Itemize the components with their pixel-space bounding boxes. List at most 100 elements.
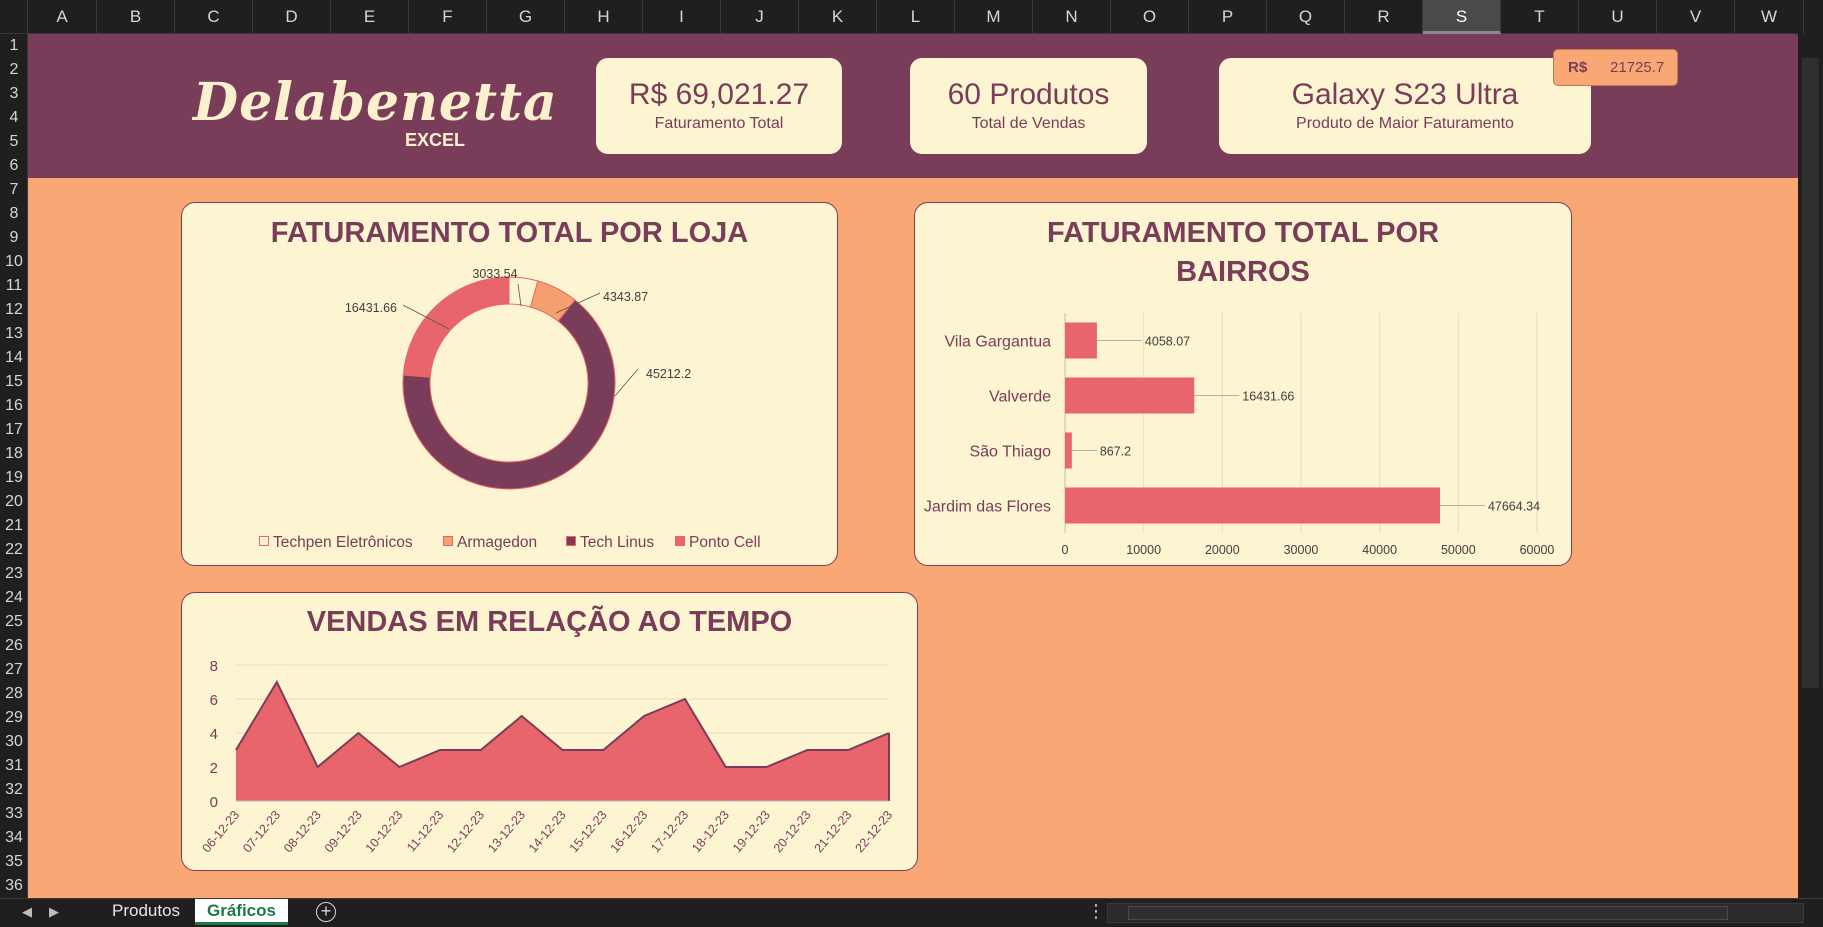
leader-line-0 <box>517 283 522 307</box>
column-header-d[interactable]: D <box>253 0 331 34</box>
row-header-4[interactable]: 4 <box>9 109 19 126</box>
row-header-8[interactable]: 8 <box>9 205 19 222</box>
select-all-corner[interactable] <box>0 0 28 34</box>
area-series[interactable] <box>236 682 889 801</box>
bar-1[interactable] <box>1065 377 1195 414</box>
chart-faturamento-bairros[interactable]: FATURAMENTO TOTAL POR BAIRROS 0 10000 2000… <box>914 202 1572 566</box>
row-header-10[interactable]: 10 <box>5 253 23 270</box>
row-header-17[interactable]: 17 <box>5 421 23 438</box>
kpi-value: 60 Produtos <box>947 78 1110 111</box>
kpi-total-vendas[interactable]: 60 Produtos Total de Vendas <box>910 58 1147 154</box>
horizontal-scroll-thumb[interactable] <box>1128 906 1728 920</box>
column-header-e[interactable]: E <box>331 0 409 34</box>
dashboard-sheet[interactable]: Delabenetta EXCEL R$ 69,021.27 Faturamen… <box>28 34 1798 898</box>
row-header-33[interactable]: 33 <box>5 805 23 822</box>
y-tick-label-2: 4 <box>210 726 218 743</box>
column-header-c[interactable]: C <box>175 0 253 34</box>
row-header-23[interactable]: 23 <box>5 565 23 582</box>
x-tick-label-13: 19-12-23 <box>730 808 773 855</box>
donut-slice-2[interactable] <box>402 299 616 490</box>
legend-swatch <box>259 536 269 546</box>
tab-produtos[interactable]: Produtos <box>112 901 181 920</box>
data-label-2: 45212.2 <box>646 367 691 381</box>
row-header-18[interactable]: 18 <box>5 445 23 462</box>
legend-swatch <box>566 536 576 546</box>
row-header-3[interactable]: 3 <box>9 85 19 102</box>
row-header-7[interactable]: 7 <box>9 181 19 198</box>
horizontal-scrollbar[interactable] <box>1107 903 1804 923</box>
x-tick-label-0: 06-12-23 <box>199 808 242 855</box>
column-header-w[interactable]: W <box>1735 0 1804 34</box>
row-header-30[interactable]: 30 <box>5 733 23 750</box>
bar-2[interactable] <box>1065 432 1072 469</box>
column-header-s[interactable]: S <box>1423 0 1501 34</box>
column-header-u[interactable]: U <box>1579 0 1657 34</box>
row-header-24[interactable]: 24 <box>5 589 23 606</box>
row-header-32[interactable]: 32 <box>5 781 23 798</box>
row-header-12[interactable]: 12 <box>5 301 23 318</box>
legend-label: Ponto Cell <box>689 534 761 551</box>
column-header-h[interactable]: H <box>565 0 643 34</box>
vertical-scroll-thumb[interactable] <box>1802 58 1819 688</box>
column-header-n[interactable]: N <box>1033 0 1111 34</box>
row-header-29[interactable]: 29 <box>5 709 23 726</box>
top-value-box[interactable]: R$ 21725.7 <box>1553 49 1678 86</box>
row-header-9[interactable]: 9 <box>9 229 19 246</box>
row-header-22[interactable]: 22 <box>5 541 23 558</box>
donut-chart: 3033.54 4343.87 45212.2 16431.66 <box>345 267 691 490</box>
column-header-k[interactable]: K <box>799 0 877 34</box>
row-header-28[interactable]: 28 <box>5 685 23 702</box>
row-header-27[interactable]: 27 <box>5 661 23 678</box>
row-header-31[interactable]: 31 <box>5 757 23 774</box>
x-tick-label-5: 11-12-23 <box>404 808 446 855</box>
tab-next-icon[interactable]: ▶ <box>49 904 59 919</box>
row-header-20[interactable]: 20 <box>5 493 23 510</box>
column-header-m[interactable]: M <box>955 0 1033 34</box>
bar-0[interactable] <box>1065 322 1097 359</box>
row-header-13[interactable]: 13 <box>5 325 23 342</box>
column-header-q[interactable]: Q <box>1267 0 1345 34</box>
row-header-1[interactable]: 1 <box>9 37 19 54</box>
column-header-o[interactable]: O <box>1111 0 1189 34</box>
column-header-g[interactable]: G <box>487 0 565 34</box>
column-header-p[interactable]: P <box>1189 0 1267 34</box>
row-header-6[interactable]: 6 <box>9 157 19 174</box>
kpi-faturamento-total[interactable]: R$ 69,021.27 Faturamento Total <box>596 58 842 154</box>
column-header-t[interactable]: T <box>1501 0 1579 34</box>
row-header-35[interactable]: 35 <box>5 853 23 870</box>
column-header-j[interactable]: J <box>721 0 799 34</box>
column-header-i[interactable]: I <box>643 0 721 34</box>
row-header-34[interactable]: 34 <box>5 829 23 846</box>
bar-3[interactable] <box>1065 487 1440 524</box>
row-header-36[interactable]: 36 <box>5 877 23 894</box>
tab-prev-icon[interactable]: ◀ <box>22 904 32 919</box>
header-banner: Delabenetta EXCEL R$ 69,021.27 Faturamen… <box>28 34 1798 178</box>
row-header-14[interactable]: 14 <box>5 349 23 366</box>
row-header-26[interactable]: 26 <box>5 637 23 654</box>
bar-data-label-1: 16431.66 <box>1242 390 1294 404</box>
column-header-v[interactable]: V <box>1657 0 1735 34</box>
row-header-16[interactable]: 16 <box>5 397 23 414</box>
x-tick-label-9: 15-12-23 <box>567 808 610 855</box>
row-header-5[interactable]: 5 <box>9 133 19 150</box>
kpi-produto-maior-faturamento[interactable]: Galaxy S23 Ultra Produto de Maior Fatura… <box>1219 58 1591 154</box>
more-options-icon[interactable]: ⋮ <box>1087 901 1105 921</box>
row-header-2[interactable]: 2 <box>9 61 19 78</box>
row-header-11[interactable]: 11 <box>5 277 23 294</box>
column-header-a[interactable]: A <box>28 0 97 34</box>
column-header-r[interactable]: R <box>1345 0 1423 34</box>
add-sheet-icon[interactable]: + <box>316 902 336 922</box>
chart-faturamento-loja[interactable]: FATURAMENTO TOTAL POR LOJA 3033.54 4343.8… <box>181 202 838 566</box>
column-header-l[interactable]: L <box>877 0 955 34</box>
vertical-scrollbar[interactable] <box>1798 34 1823 898</box>
row-header-25[interactable]: 25 <box>5 613 23 630</box>
row-header-19[interactable]: 19 <box>5 469 23 486</box>
column-header-f[interactable]: F <box>409 0 487 34</box>
row-header-21[interactable]: 21 <box>5 517 23 534</box>
row-header-15[interactable]: 15 <box>5 373 23 390</box>
data-label-0: 3033.54 <box>472 267 517 281</box>
tab-graficos[interactable]: Gráficos <box>195 899 288 925</box>
column-header-b[interactable]: B <box>97 0 175 34</box>
donut-slice-3[interactable] <box>402 276 510 378</box>
chart-vendas-tempo[interactable]: VENDAS EM RELAÇÃO AO TEMPO 0 2 4 6 8 06-12-23… <box>181 592 918 871</box>
